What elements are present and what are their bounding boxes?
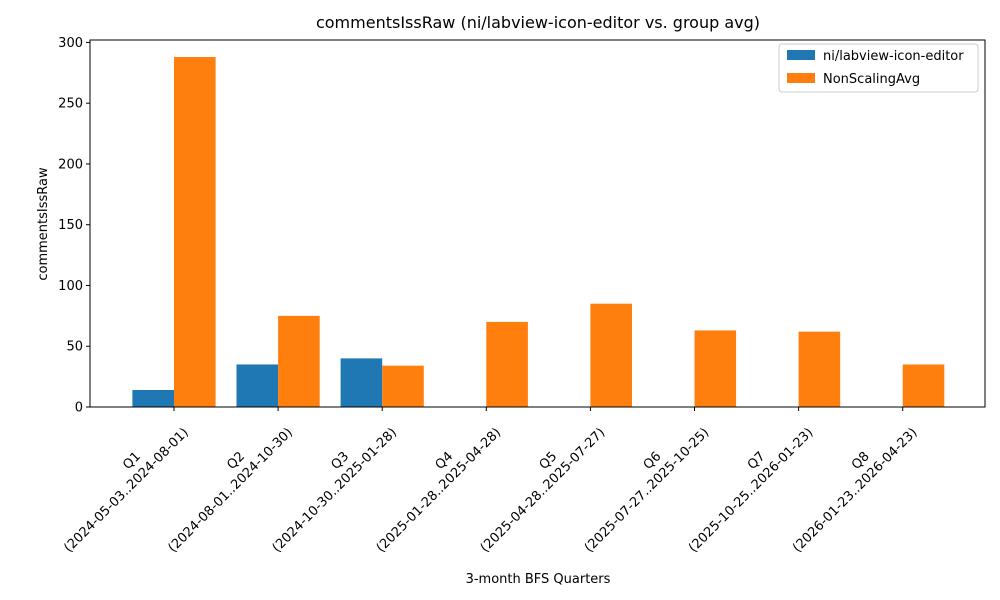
y-tick-label: 0 xyxy=(75,401,83,416)
legend-swatch-nonscalingavg xyxy=(787,73,815,83)
bars-layer xyxy=(132,57,945,407)
x-tick-range: (2025-04-28..2025-07-27) xyxy=(478,425,608,555)
y-axis: 0 50 100 150 200 250 300 xyxy=(58,36,90,416)
x-tick-label-q1: Q1(2024-05-03..2024-08-01) xyxy=(49,413,191,555)
bar-project-q3 xyxy=(340,358,383,407)
x-axis: Q1(2024-05-03..2024-08-01) Q2(2024-08-01.… xyxy=(49,407,921,556)
x-tick-range: (2025-07-27..2025-10-25) xyxy=(582,425,712,555)
bar-project-q1 xyxy=(132,389,174,407)
bar-project-q2 xyxy=(236,364,279,407)
x-tick-text: Q1(2024-05-03..2024-08-01) xyxy=(49,413,191,555)
x-tick-range: (2024-08-01..2024-10-30) xyxy=(165,425,295,555)
legend: ni/labview-icon-editor NonScalingAvg xyxy=(778,43,979,93)
legend-box xyxy=(778,43,979,93)
y-tick-label: 100 xyxy=(58,279,83,294)
x-tick-range: (2025-01-28..2025-04-28) xyxy=(374,425,504,555)
bar-group-avg-q5 xyxy=(590,303,632,407)
bar-group-avg-q4 xyxy=(486,321,528,407)
x-tick-range: (2024-10-30..2025-01-28) xyxy=(270,425,400,555)
x-tick-range: (2026-01-23..2026-04-23) xyxy=(790,425,920,555)
plot-frame xyxy=(89,39,986,408)
y-tick-label: 200 xyxy=(58,157,83,172)
chart-title: commentsIssRaw (ni/labview-icon-editor v… xyxy=(316,13,760,32)
y-axis-label: commentsIssRaw xyxy=(36,167,51,281)
y-tick-label: 150 xyxy=(58,218,83,233)
legend-label-nonscalingavg: NonScalingAvg xyxy=(823,72,920,87)
bar-group-avg-q7 xyxy=(798,331,841,407)
x-axis-label: 3-month BFS Quarters xyxy=(466,572,611,587)
y-tick-label: 300 xyxy=(58,36,83,51)
bar-group-avg-q3 xyxy=(382,365,424,407)
bar-group-avg-q8 xyxy=(902,364,945,407)
bar-group-avg-q1 xyxy=(174,57,216,407)
bar-group-avg-q6 xyxy=(694,330,737,407)
x-tick-range: (2024-05-03..2024-08-01) xyxy=(61,425,191,555)
legend-swatch-ni-labview-icon-editor xyxy=(787,50,815,60)
legend-label-ni-labview-icon-editor: ni/labview-icon-editor xyxy=(823,49,964,64)
bar-group-avg-q2 xyxy=(278,315,320,407)
y-tick-label: 250 xyxy=(58,97,83,112)
y-tick-label: 50 xyxy=(66,340,83,355)
x-tick-range: (2025-10-25..2026-01-23) xyxy=(686,425,816,555)
